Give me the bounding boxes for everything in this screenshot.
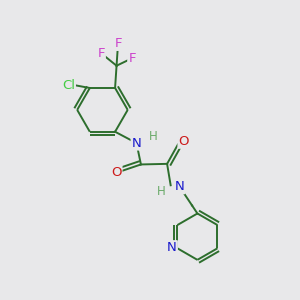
Text: O: O	[111, 166, 122, 179]
Text: O: O	[178, 135, 189, 148]
Text: N: N	[167, 241, 177, 254]
Text: N: N	[175, 180, 184, 193]
Text: H: H	[148, 130, 157, 143]
Text: N: N	[132, 136, 141, 149]
Text: H: H	[157, 185, 166, 198]
Text: Cl: Cl	[62, 79, 75, 92]
Text: F: F	[114, 37, 122, 50]
Text: F: F	[128, 52, 136, 65]
Text: F: F	[98, 47, 105, 60]
